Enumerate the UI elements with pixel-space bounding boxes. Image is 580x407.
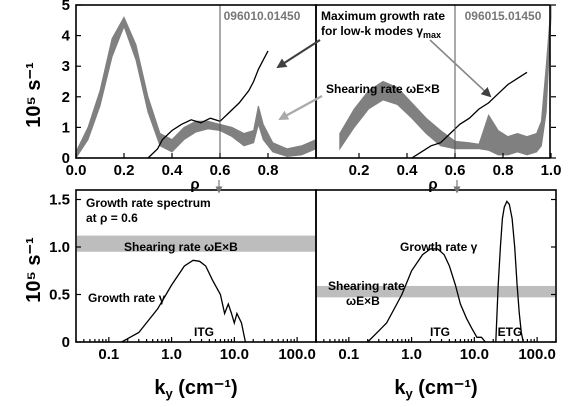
growth-line-top-left-1 [147,50,269,159]
x-axis-title-left-k: k [154,377,166,399]
shearing-label-top: Shearing rate ωE×B [326,82,440,96]
y-tick-label-top-left-3: 3 [62,58,70,75]
itg-label-left: ITG [194,325,214,339]
x-axis-title-right-unit: (cm⁻¹) [413,377,478,399]
x-tick-label-bottom-left-2: 10.0 [220,346,249,363]
shear-band-series-top-left [75,16,317,160]
shot-label-right: 096015.01450 [465,9,542,23]
y-tick-label-top-left-5: 5 [62,0,70,14]
arrow-to-shear-left [278,94,323,121]
max-growth-label-line1: Maximum growth rate [321,9,445,23]
x-tick-label-top-left-3: 0.6 [210,162,231,179]
shear-band-bottom-right [317,285,555,298]
x-tick-label-bottom-left-1: 1.0 [161,346,182,363]
x-tick-label-top-left-4: 0.8 [258,162,279,179]
x-tick-label-bottom-left-3: 100.0 [278,346,316,363]
x-tick-label-top-left-2: 0.4 [162,162,184,179]
arrow-to-growth-left [276,39,321,69]
shear-band-bottom-left [77,235,315,252]
shot-label-left: 096010.01450 [224,9,301,23]
x-tick-label-top-left-1: 0.2 [114,162,135,179]
y-tick-label-bottom-left-3: 1.5 [49,192,70,209]
growth-label-left: Growth rate γ [88,291,166,305]
y-tick-label-top-left-2: 2 [62,89,70,106]
spectrum-subtitle: at ρ = 0.6 [86,211,138,225]
panel-top-right: 0.2 0.4 0.6 0.8 1.0 [339,4,562,179]
spectrum-title: Growth rate spectrum [86,196,211,210]
rho-label-right: ρ [428,176,437,193]
top-left-frame [75,4,317,159]
x-tick-label-top-right-2: 0.6 [445,162,466,179]
growth-line-bottom-left-0 [121,259,247,343]
rho-label-left: ρ [190,176,199,193]
bottom-right-frame [315,189,557,343]
shear-band-label-right-1: Shearing rate [328,279,405,293]
y-tick-label-top-left-1: 1 [62,119,70,136]
shear-band-label-left: Shearing rate ωE×B [124,240,238,254]
y-tick-label-bottom-left-0: 0 [62,334,70,351]
x-tick-label-bottom-right-3: 100.0 [518,346,556,363]
y-tick-label-bottom-left-1: 0.5 [49,287,70,304]
growth-line-bottom-right-0 [367,248,486,343]
shear-band-label-right-2: ωE×B [346,294,380,308]
x-tick-label-top-right-0: 0.2 [349,162,370,179]
x-tick-label-bottom-left-0: 0.1 [98,346,119,363]
arrow-to-growth-right [429,39,492,98]
y-tick-label-top-left-4: 4 [62,28,71,45]
x-axis-title-right-sub: y [405,386,413,401]
itg-label-right: ITG [430,325,450,339]
panel-bottom-left: 0.1 1.0 10.0 100.0 0 0.5 1.0 1.5 [49,192,317,363]
x-axis-title-right-k: k [394,377,406,399]
growth-label-right: Growth rate γ [400,240,478,254]
max-growth-label-text: for low-k modes γ [321,24,423,38]
shear-band-series-top-right [339,4,552,156]
x-tick-label-bottom-right-0: 0.1 [338,346,359,363]
x-axis-title-left-unit: (cm⁻¹) [173,377,238,399]
x-tick-label-top-left-0: 0.0 [66,162,87,179]
x-tick-label-bottom-right-2: 10.0 [460,346,489,363]
max-growth-label-subscript: max [423,30,441,40]
bottom-y-axis-label: 10⁵ s⁻¹ [23,237,45,303]
x-tick-label-top-right-3: 0.8 [493,162,514,179]
top-right-frame [315,4,551,159]
bottom-y-axis-title: 10⁵ s⁻¹ [23,237,45,303]
x-axis-title-left: ky (cm⁻¹) [154,377,237,401]
top-y-axis-title: 10⁵ s⁻¹ [23,62,45,128]
x-axis-title-right: ky (cm⁻¹) [394,377,477,401]
etg-label-right: ETG [498,325,523,339]
panel-top-left: 0.0 0.2 0.4 0.6 0.8 0 1 2 3 4 5 [62,0,317,179]
x-tick-label-top-right-4: 1.0 [541,162,562,179]
top-y-axis-label: 10⁵ s⁻¹ [23,62,45,128]
x-tick-label-top-right-1: 0.4 [397,162,419,179]
y-tick-label-bottom-left-2: 1.0 [49,239,70,256]
x-tick-label-bottom-right-1: 1.0 [401,346,422,363]
y-tick-label-top-left-0: 0 [62,150,70,167]
x-axis-title-left-sub: y [165,386,173,401]
growth-line-top-right-1 [411,71,528,159]
growth-line-bottom-right-1 [495,200,524,343]
max-growth-label-line2: for low-k modes γmax [321,24,441,40]
